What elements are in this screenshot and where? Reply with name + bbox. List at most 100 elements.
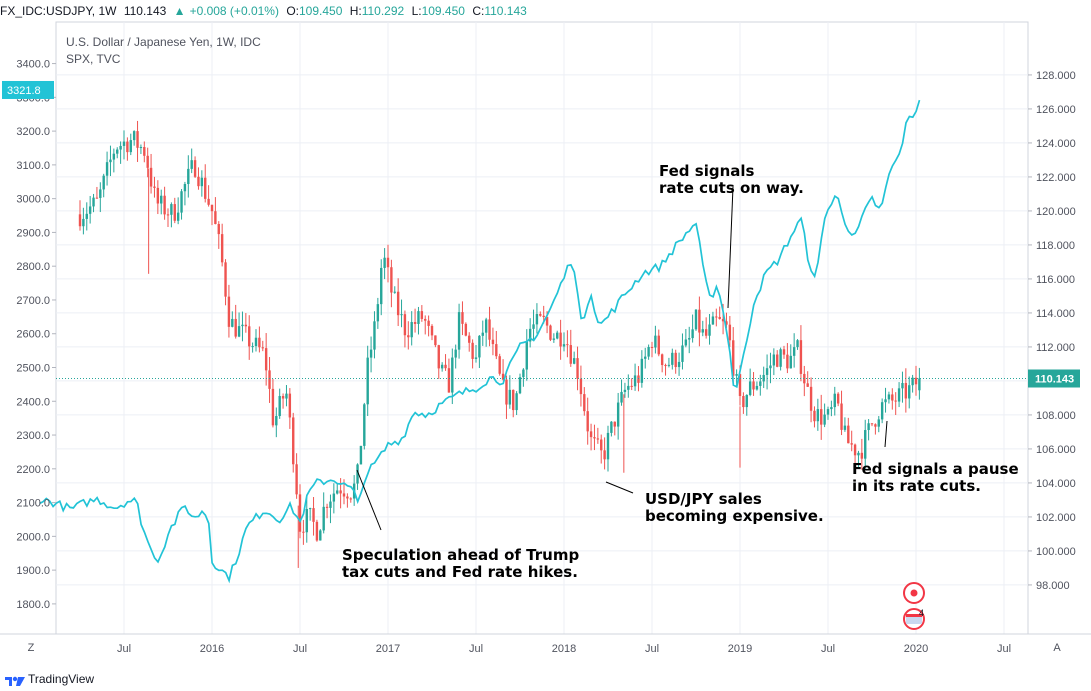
candle-body bbox=[99, 189, 102, 198]
candle-body bbox=[302, 531, 305, 533]
candle-body bbox=[664, 365, 667, 367]
candle-body bbox=[853, 444, 857, 456]
candle-body bbox=[701, 329, 704, 333]
candle-body bbox=[891, 394, 894, 401]
candle-body bbox=[295, 464, 298, 495]
candle-body bbox=[109, 159, 112, 163]
candle-body bbox=[376, 304, 380, 322]
triangle-up-icon: ▲ bbox=[173, 4, 186, 18]
candle-body bbox=[644, 356, 647, 359]
plot-area[interactable] bbox=[55, 21, 1029, 635]
candle-body bbox=[884, 399, 887, 403]
candle-body bbox=[468, 335, 471, 343]
candle-body bbox=[813, 410, 816, 422]
left-tick-label: 2300.0 bbox=[16, 430, 50, 442]
candle-body bbox=[173, 204, 176, 221]
candle-body bbox=[725, 321, 728, 325]
candle-body bbox=[363, 404, 366, 446]
scale-toggle-button[interactable]: Z bbox=[27, 642, 35, 654]
candle-body bbox=[515, 393, 518, 411]
candle-body bbox=[163, 195, 166, 215]
candle-body bbox=[393, 291, 396, 293]
candle-body bbox=[901, 382, 904, 389]
candle-body bbox=[640, 358, 644, 383]
candle-body bbox=[820, 409, 823, 425]
high-label: H: bbox=[349, 4, 362, 18]
candle-body bbox=[156, 187, 160, 204]
candle-body bbox=[410, 322, 413, 338]
candle-body bbox=[430, 325, 434, 336]
candle-body bbox=[836, 393, 840, 404]
candle-body bbox=[82, 218, 85, 227]
candle-body bbox=[373, 321, 376, 350]
chart-canvas[interactable]: Jul 2016 Jul 2017 Jul 2018 Jul 2019 Jul 2020 Jul 98… bbox=[0, 0, 1091, 668]
left-tick-label: 3200.0 bbox=[16, 126, 50, 138]
candle-body bbox=[132, 131, 136, 141]
candle-body bbox=[904, 382, 908, 399]
candle-body bbox=[704, 329, 708, 336]
right-tick-label: 128.000 bbox=[1036, 70, 1076, 82]
candle-body bbox=[285, 393, 288, 399]
candle-body bbox=[420, 311, 424, 319]
candle-body bbox=[234, 318, 237, 337]
candle-body bbox=[809, 386, 813, 411]
candle-body bbox=[461, 312, 464, 324]
auto-scale-button[interactable]: A bbox=[1053, 642, 1061, 654]
candle-body bbox=[488, 319, 491, 340]
right-tick-label: 106.000 bbox=[1036, 444, 1076, 456]
right-tick-label: 102.000 bbox=[1036, 512, 1076, 524]
close-value: 110.143 bbox=[484, 4, 527, 18]
candle-body bbox=[606, 432, 610, 460]
x-tick-label: Jul bbox=[821, 643, 835, 655]
close-label: C: bbox=[472, 4, 485, 18]
candle-body bbox=[681, 345, 684, 362]
candle-body bbox=[786, 354, 789, 369]
candle-body bbox=[823, 414, 826, 425]
candle-body bbox=[224, 262, 227, 297]
candle-body bbox=[349, 498, 352, 500]
x-tick-label: 2018 bbox=[552, 643, 576, 655]
candle-body bbox=[674, 352, 677, 368]
candle-body bbox=[579, 378, 583, 395]
candle-body bbox=[417, 311, 420, 324]
candle-body bbox=[552, 338, 556, 340]
candle-body bbox=[715, 316, 718, 318]
candle-body bbox=[694, 309, 698, 330]
candle-body bbox=[630, 385, 633, 387]
candle-body bbox=[139, 147, 143, 149]
candle-body bbox=[532, 324, 535, 329]
right-tick-label: 118.000 bbox=[1036, 240, 1075, 252]
candle-body bbox=[356, 464, 359, 484]
left-tick-label: 2000.0 bbox=[16, 531, 50, 543]
tradingview-logo-icon[interactable] bbox=[4, 673, 26, 687]
candle-body bbox=[207, 198, 210, 205]
change-value: +0.008 (+0.01%) bbox=[189, 4, 279, 18]
candle-body bbox=[281, 396, 285, 399]
candle-body bbox=[877, 419, 880, 427]
candle-body bbox=[779, 349, 782, 367]
candle-body bbox=[424, 318, 427, 321]
candle-body bbox=[657, 335, 660, 355]
event-count: 4 bbox=[919, 608, 924, 618]
tradingview-brand[interactable]: TradingView bbox=[28, 672, 95, 686]
candle-body bbox=[698, 309, 701, 333]
candle-body bbox=[637, 375, 640, 383]
legend: U.S. Dollar / Japanese Yen, 1W, IDC SPX,… bbox=[66, 35, 261, 66]
candle-body bbox=[745, 394, 748, 408]
candle-body bbox=[752, 381, 755, 390]
right-tick-label: 122.000 bbox=[1036, 172, 1076, 184]
candle-body bbox=[288, 393, 292, 418]
candle-body bbox=[176, 212, 180, 221]
candle-body bbox=[183, 184, 187, 192]
x-tick-label: Jul bbox=[293, 643, 307, 655]
candle-body bbox=[796, 340, 799, 348]
annotation-pointer bbox=[884, 420, 888, 448]
left-tick-label: 3100.0 bbox=[16, 160, 50, 172]
candle-body bbox=[857, 452, 860, 456]
candle-body bbox=[119, 145, 122, 150]
candle-body bbox=[623, 389, 627, 392]
calendar-event-icon[interactable]: 4 bbox=[903, 582, 925, 630]
candle-body bbox=[627, 385, 630, 390]
symbol-title[interactable]: FX_IDC:USDJPY, 1W bbox=[0, 4, 117, 18]
candle-body bbox=[549, 325, 552, 340]
